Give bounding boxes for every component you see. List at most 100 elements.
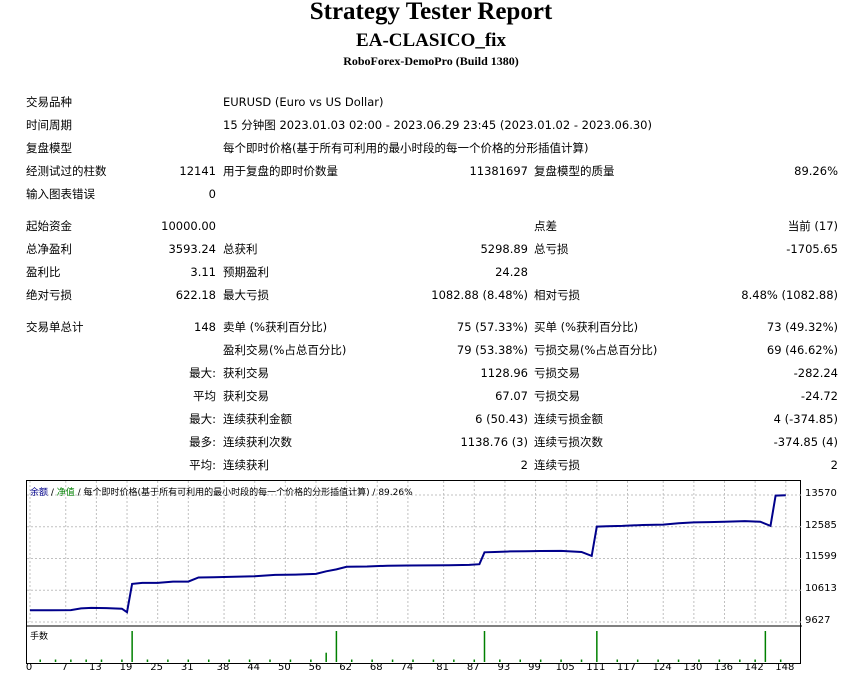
max-consecutive-losses-value: 4 (-374.85) xyxy=(773,412,838,426)
bars-value: 12141 xyxy=(179,164,216,178)
x-tick-label: 81 xyxy=(436,662,449,673)
spread-label: 点差 xyxy=(534,219,557,233)
avg-consecutive-wins-label: 连续获利 xyxy=(223,458,269,472)
largest-loss-value: -282.24 xyxy=(793,366,838,380)
absolute-drawdown-label: 绝对亏损 xyxy=(26,288,72,302)
x-tick-label: 62 xyxy=(339,662,352,673)
avg-prefix: 平均: xyxy=(189,458,216,472)
long-positions-label: 买单 (%获利百分比) xyxy=(534,320,639,334)
report-title: Strategy Tester Report xyxy=(309,0,553,25)
loss-trades-value: 69 (46.62%) xyxy=(766,343,838,357)
x-tick-label: 44 xyxy=(247,662,261,673)
x-tick-label: 31 xyxy=(180,662,194,673)
maximum-prefix: 最大: xyxy=(189,412,216,426)
x-tick-label: 111 xyxy=(586,662,606,673)
net-profit-value: 3593.24 xyxy=(168,242,216,256)
long-positions-value: 73 (49.32%) xyxy=(766,320,838,334)
gross-loss-label: 总亏损 xyxy=(534,242,569,256)
expert-name: EA-CLASICO_fix xyxy=(356,30,506,51)
x-tick-label: 56 xyxy=(308,662,322,673)
average-loss-value: -24.72 xyxy=(800,389,838,403)
legend-rest: / 每个即时价格(基于所有可利用的最小时段的每一个价格的分形插值计算) / 89… xyxy=(74,488,413,498)
x-tick-label: 117 xyxy=(616,662,637,673)
x-tick-label: 19 xyxy=(119,662,133,673)
errors-value: 0 xyxy=(208,187,216,201)
average-prefix: 平均 xyxy=(193,389,216,403)
profit-trades-label: 盈利交易(%占总百分比) xyxy=(223,343,347,357)
average-profit-value: 67.07 xyxy=(495,389,528,403)
profit-factor-value: 3.11 xyxy=(190,265,216,279)
x-tick-label: 13 xyxy=(89,662,102,673)
average-profit-label: 获利交易 xyxy=(223,389,269,403)
deposit-value: 10000.00 xyxy=(161,219,216,233)
total-trades-value: 148 xyxy=(194,320,216,334)
ticks-label: 用于复盘的即时价数量 xyxy=(223,164,338,178)
y-tick-label: 10613 xyxy=(805,583,837,595)
x-tick-label: 38 xyxy=(216,662,230,673)
y-tick-label: 9627 xyxy=(805,615,831,626)
x-tick-label: 93 xyxy=(497,662,511,673)
gross-profit-value: 5298.89 xyxy=(480,242,528,256)
balance-chart xyxy=(26,480,802,664)
period-label: 时间周期 xyxy=(26,118,72,132)
average-loss-label: 亏损交易 xyxy=(534,389,580,403)
spread-value: 当前 (17) xyxy=(787,219,838,233)
net-profit-label: 总净盈利 xyxy=(26,242,72,256)
max-consecutive-wins-value: 6 (50.43) xyxy=(475,412,528,426)
max-consecutive-profit-value: 1138.76 (3) xyxy=(460,435,528,449)
x-tick-label: 87 xyxy=(466,662,480,673)
most-prefix: 最多: xyxy=(189,435,216,449)
x-tick-label: 105 xyxy=(555,662,575,673)
ticks-value: 11381697 xyxy=(469,164,528,178)
server-build: RoboForex-DemoPro (Build 1380) xyxy=(343,54,519,68)
relative-drawdown-label: 相对亏损 xyxy=(534,288,580,302)
deposit-label: 起始资金 xyxy=(26,219,72,233)
avg-consecutive-losses-label: 连续亏损 xyxy=(534,458,580,472)
chart-legend: 余额 / 净值 / 每个即时价格(基于所有可利用的最小时段的每一个价格的分形插值… xyxy=(30,485,413,498)
expected-payoff-value: 24.28 xyxy=(495,265,528,279)
bars-label: 经测试过的柱数 xyxy=(26,164,107,178)
y-tick-label: 13570 xyxy=(805,488,837,499)
x-tick-label: 136 xyxy=(713,662,734,673)
symbol-value: EURUSD (Euro vs US Dollar) xyxy=(223,95,384,109)
max-consecutive-loss-value: -374.85 (4) xyxy=(773,435,838,449)
expected-payoff-label: 预期盈利 xyxy=(223,265,269,279)
x-tick-label: 7 xyxy=(61,662,68,673)
legend-equity: 净值 xyxy=(56,488,75,498)
x-tick-label: 130 xyxy=(683,662,703,673)
x-tick-label: 74 xyxy=(400,662,414,673)
absolute-drawdown-value: 622.18 xyxy=(175,288,216,302)
profit-trades-value: 79 (53.38%) xyxy=(456,343,528,357)
largest-profit-label: 获利交易 xyxy=(223,366,269,380)
loss-trades-label: 亏损交易(%占总百分比) xyxy=(534,343,658,357)
largest-loss-label: 亏损交易 xyxy=(534,366,580,380)
y-tick-label: 11599 xyxy=(805,551,837,563)
short-positions-label: 卖单 (%获利百分比) xyxy=(223,320,328,334)
max-consecutive-profit-label: 连续获利次数 xyxy=(223,435,292,449)
max-consecutive-losses-label: 连续亏损金额 xyxy=(534,412,603,426)
relative-drawdown-value: 8.48% (1082.88) xyxy=(741,288,838,302)
model-value: 每个即时价格(基于所有可利用的最小时段的每一个价格的分形插值计算) xyxy=(223,141,589,155)
x-tick-label: 148 xyxy=(775,662,795,673)
max-drawdown-value: 1082.88 (8.48%) xyxy=(431,288,528,302)
period-value: 15 分钟图 2023.01.03 02:00 - 2023.06.29 23:… xyxy=(223,118,652,132)
quality-value: 89.26% xyxy=(794,164,838,178)
x-tick-label: 68 xyxy=(369,662,383,673)
model-label: 复盘模型 xyxy=(26,141,72,155)
legend-sep: / xyxy=(48,488,57,498)
x-tick-label: 0 xyxy=(25,662,33,673)
gross-profit-label: 总获利 xyxy=(223,242,258,256)
x-tick-label: 124 xyxy=(652,662,672,673)
y-tick-label: 12585 xyxy=(805,519,837,531)
balance-line xyxy=(30,494,786,614)
lots-label: 手数 xyxy=(30,632,49,642)
avg-consecutive-wins-value: 2 xyxy=(520,458,528,472)
symbol-label: 交易品种 xyxy=(26,95,72,109)
max-consecutive-loss-label: 连续亏损次数 xyxy=(534,435,603,449)
profit-factor-label: 盈利比 xyxy=(26,265,61,279)
max-consecutive-wins-label: 连续获利金额 xyxy=(223,412,292,426)
chart-svg xyxy=(27,481,802,662)
short-positions-value: 75 (57.33%) xyxy=(456,320,528,334)
x-tick-label: 99 xyxy=(528,662,541,673)
max-drawdown-label: 最大亏损 xyxy=(223,288,269,302)
